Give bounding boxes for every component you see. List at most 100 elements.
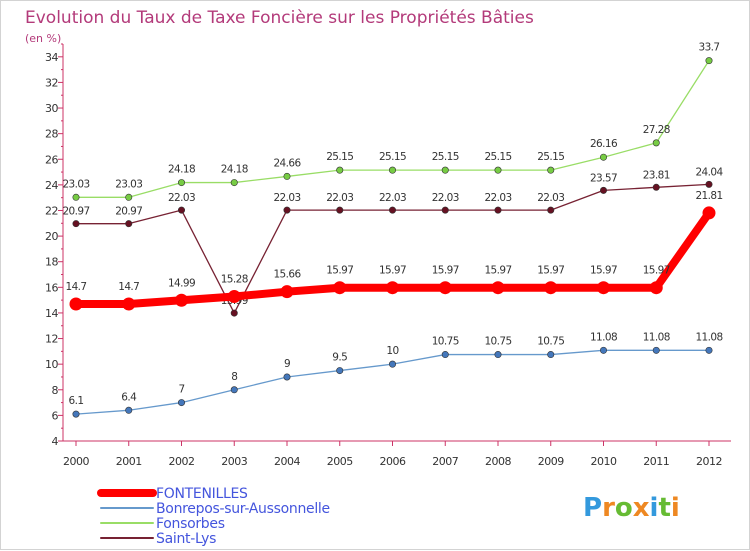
data-point xyxy=(175,293,188,307)
data-label: 15.97 xyxy=(484,265,511,277)
data-point xyxy=(280,285,294,299)
legend-label: Bonrepos-sur-Aussonnelle xyxy=(156,501,330,517)
data-point xyxy=(72,193,80,201)
y-tick-label: 34 xyxy=(45,51,58,64)
data-label: 25.15 xyxy=(537,151,564,163)
chart-subtitle: (en %) xyxy=(25,32,61,45)
x-tick-label: 2002 xyxy=(169,455,195,468)
data-label: 6.1 xyxy=(69,395,84,407)
data-point xyxy=(388,360,396,368)
data-label: 24.18 xyxy=(168,164,195,176)
data-point xyxy=(388,166,396,174)
data-label: 10.75 xyxy=(432,336,459,348)
data-label: 25.15 xyxy=(432,151,459,163)
data-label: 11.08 xyxy=(695,331,722,343)
data-point xyxy=(227,290,241,304)
data-label: 22.03 xyxy=(432,192,459,204)
y-tick-label: 12 xyxy=(45,333,58,346)
data-point xyxy=(283,206,291,214)
data-point xyxy=(649,281,663,295)
data-point xyxy=(547,351,555,359)
data-label: 23.03 xyxy=(115,178,142,190)
data-point xyxy=(230,386,238,394)
data-point xyxy=(388,206,396,214)
x-tick-label: 2004 xyxy=(274,455,300,468)
logo-letter: i xyxy=(671,493,680,523)
data-label: 20.97 xyxy=(62,206,89,218)
data-label: 14.99 xyxy=(168,277,195,289)
x-tick-label: 2007 xyxy=(432,455,458,468)
logo-letter: r xyxy=(602,493,615,523)
data-point xyxy=(652,183,660,191)
data-label: 15.97 xyxy=(537,265,564,277)
data-label: 14.7 xyxy=(66,281,87,293)
y-tick-label: 16 xyxy=(45,281,58,294)
data-point xyxy=(125,193,133,201)
data-point xyxy=(599,153,607,161)
x-tick-label: 2003 xyxy=(221,455,247,468)
x-tick-label: 2008 xyxy=(485,455,511,468)
data-point xyxy=(599,346,607,354)
data-label: 26.16 xyxy=(590,138,618,150)
y-tick-label: 14 xyxy=(45,307,58,320)
data-point xyxy=(705,57,713,65)
data-label: 23.81 xyxy=(643,169,670,181)
data-point xyxy=(72,410,80,418)
data-label: 21.81 xyxy=(695,190,722,202)
data-label: 15.66 xyxy=(273,269,301,281)
data-point xyxy=(438,281,452,295)
data-point xyxy=(122,297,136,311)
data-label: 25.15 xyxy=(379,151,406,163)
data-point xyxy=(336,206,344,214)
data-label: 7 xyxy=(178,384,184,396)
legend-label: FONTENILLES xyxy=(156,486,248,502)
axes: 4 6 8 10 12 14 16 18 20 22 24 26 28 30 32 34 2000 2001 200… xyxy=(45,43,731,468)
x-tick-label: 2010 xyxy=(591,455,617,468)
data-point xyxy=(494,206,502,214)
data-label: 11.08 xyxy=(590,331,617,343)
data-point xyxy=(702,206,716,220)
data-point xyxy=(125,406,133,414)
data-label: 10.75 xyxy=(537,336,564,348)
x-tick-label: 2005 xyxy=(327,455,353,468)
data-point xyxy=(441,206,449,214)
y-tick-label: 30 xyxy=(45,102,58,115)
legend: FONTENILLESBonrepos-sur-AussonnelleFonso… xyxy=(97,486,330,547)
logo-letter: t xyxy=(658,493,670,523)
data-label: 6.4 xyxy=(121,391,137,403)
x-tick-label: 2009 xyxy=(538,455,564,468)
data-label: 8 xyxy=(231,371,237,383)
data-label: 15.97 xyxy=(590,265,617,277)
y-tick-label: 4 xyxy=(52,435,59,448)
series-layer: 23.03 23.03 24.18 24.18 24.66 25.15 25.15 25.15… xyxy=(62,42,724,418)
data-point xyxy=(599,186,607,194)
data-label: 24.66 xyxy=(273,157,301,169)
data-label: 20.97 xyxy=(115,206,142,218)
data-label: 10.75 xyxy=(484,336,511,348)
data-point xyxy=(336,367,344,375)
x-tick-label: 2006 xyxy=(380,455,406,468)
logo-letter: x xyxy=(633,493,650,523)
data-point xyxy=(705,346,713,354)
y-tick-label: 22 xyxy=(45,204,58,217)
data-label: 22.03 xyxy=(484,192,511,204)
data-label: 33.7 xyxy=(699,42,720,54)
data-label: 15.97 xyxy=(379,265,406,277)
data-label: 22.03 xyxy=(168,192,195,204)
data-point xyxy=(336,166,344,174)
data-point xyxy=(547,166,555,174)
logo-letter: i xyxy=(650,493,659,523)
data-point xyxy=(386,281,399,295)
y-tick-label: 28 xyxy=(45,128,58,141)
proxiti-logo-text: Proxiti xyxy=(583,493,680,523)
data-point xyxy=(125,220,133,228)
logo-letter: o xyxy=(615,493,633,523)
series-bonrepos-sur-aussonnelle: 6.1 6.4 7 8 9 9.5 10 10.75 10.75 10.75 11.08 11.08 1… xyxy=(69,331,723,418)
data-label: 10 xyxy=(386,345,398,357)
y-tick-label: 24 xyxy=(45,179,58,192)
data-point xyxy=(441,166,449,174)
data-point xyxy=(547,206,555,214)
legend-label: Fonsorbes xyxy=(156,516,225,532)
